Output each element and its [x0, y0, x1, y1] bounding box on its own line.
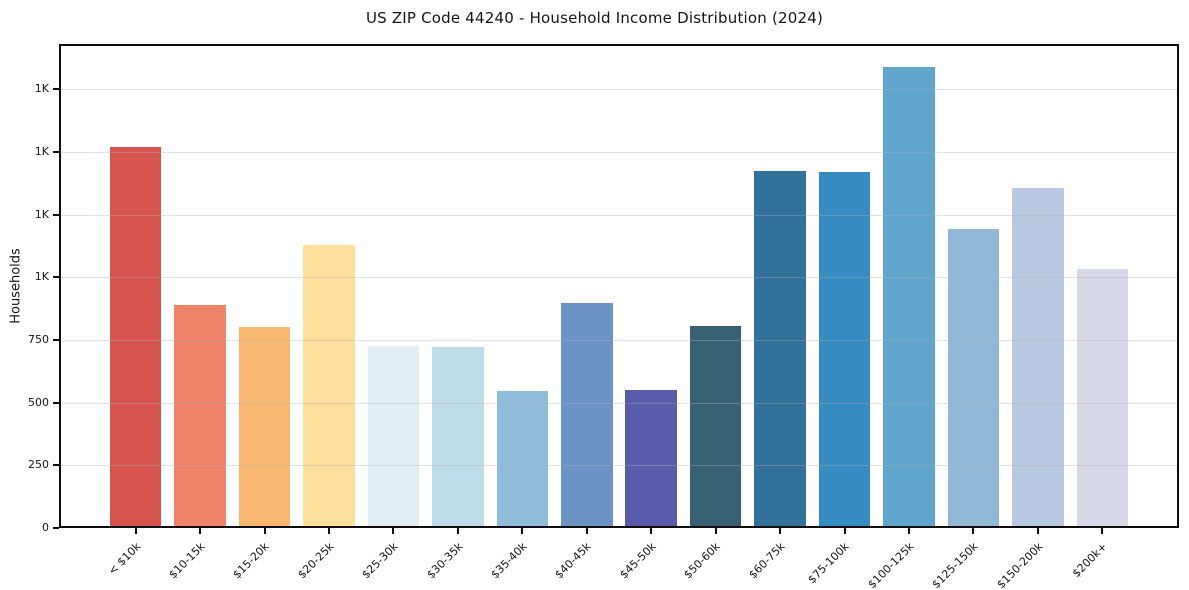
x-tick-mark — [134, 528, 137, 534]
x-tick-mark — [263, 528, 266, 534]
y-axis-label: Households — [8, 248, 24, 324]
y-tick-mark — [53, 401, 59, 404]
bar-$40-45k — [561, 302, 613, 528]
x-tick-mark — [585, 528, 588, 534]
x-tick-label-text: $125-150k — [929, 540, 981, 590]
x-tick-mark — [1101, 528, 1104, 534]
x-tick-label-text: $200k+ — [1069, 540, 1110, 581]
gridline-1500 — [59, 151, 1179, 153]
bar-$45-50k — [625, 389, 677, 528]
bar-$125-150k — [947, 228, 1000, 528]
x-tick-label-text: $45-50k — [617, 540, 659, 582]
x-tick-mark — [843, 528, 846, 534]
x-tick-label-text: $30-35k — [423, 540, 466, 582]
bar-$20-25k — [303, 244, 355, 528]
x-tick-label-text: < $10k — [105, 540, 143, 578]
x-tick-mark — [1036, 528, 1039, 534]
x-tick-label-text: $15-20k — [230, 540, 272, 582]
x-tick-label-text: $25-30k — [359, 540, 401, 582]
bar-$60-75k — [754, 170, 806, 528]
x-tick-label-text: $40-45k — [552, 540, 594, 582]
bar-$100-125k — [883, 67, 935, 528]
gridline-1000 — [59, 277, 1179, 279]
x-tick-label-text: $75-100k — [805, 540, 852, 587]
bar-< $10k — [109, 146, 162, 528]
y-tick-mark — [53, 338, 59, 341]
y-tick-label: 500 — [28, 395, 49, 409]
x-tick-mark — [328, 528, 330, 534]
x-tick-mark — [456, 528, 459, 534]
bar-$75-100k — [818, 171, 871, 528]
bar-$10-15k — [174, 305, 226, 528]
x-tick-mark — [972, 528, 975, 534]
y-tick-mark — [53, 276, 59, 279]
bar-$30-35k — [432, 346, 484, 528]
x-tick-label-text: $60-75k — [746, 540, 788, 582]
chart-title: US ZIP Code 44240 - Household Income Dis… — [365, 9, 824, 27]
x-tick-mark — [521, 528, 524, 534]
y-tick-mark — [53, 213, 59, 216]
y-tick-mark — [53, 88, 59, 91]
bar-$35-40k — [496, 391, 549, 528]
x-tick-label-text: $20-25k — [294, 540, 337, 582]
x-tick-mark — [714, 528, 717, 534]
gridline-250 — [59, 465, 1179, 467]
y-tick-label: 0 — [42, 521, 49, 534]
gridline-500 — [59, 402, 1179, 404]
x-tick-mark — [392, 528, 395, 534]
plot-area: 0 250 500 750 1K 1K 1K 1K < $10k $10-15k $15-20k $… — [28, 44, 1179, 590]
y-tick-label: 750 — [28, 332, 49, 346]
bar-$15-20k — [238, 327, 291, 528]
gridline-1750 — [59, 89, 1179, 91]
x-tick-mark — [779, 528, 782, 534]
x-tick-mark — [199, 528, 202, 534]
bar-$50-60k — [689, 326, 742, 528]
x-tick-mark — [907, 528, 910, 534]
y-tick-label: 1K — [34, 144, 49, 158]
y-tick-mark — [53, 527, 59, 529]
axes-spines — [59, 44, 1179, 528]
y-tick-label: 1K — [34, 270, 49, 284]
y-tick-label: 1K — [34, 207, 49, 221]
y-tick-mark — [53, 150, 59, 153]
bar-$25-30k — [367, 345, 420, 528]
x-tick-label-text: $100-125k — [865, 540, 917, 590]
x-tick-label-text: $150-200k — [993, 540, 1046, 590]
y-tick-mark — [53, 464, 59, 467]
gridline-750 — [59, 339, 1179, 341]
x-tick-label-text: $50-60k — [681, 540, 723, 582]
gridline-1250 — [59, 214, 1179, 216]
y-tick-label: 1K — [34, 82, 49, 96]
x-tick-label-text: $10-15k — [166, 540, 208, 582]
bar-$150-200k — [1012, 188, 1064, 528]
y-tick-label: 250 — [28, 458, 49, 472]
bar-$200k+ — [1076, 269, 1129, 528]
x-tick-mark — [650, 528, 653, 534]
x-tick-label-text: $35-40k — [488, 540, 530, 582]
